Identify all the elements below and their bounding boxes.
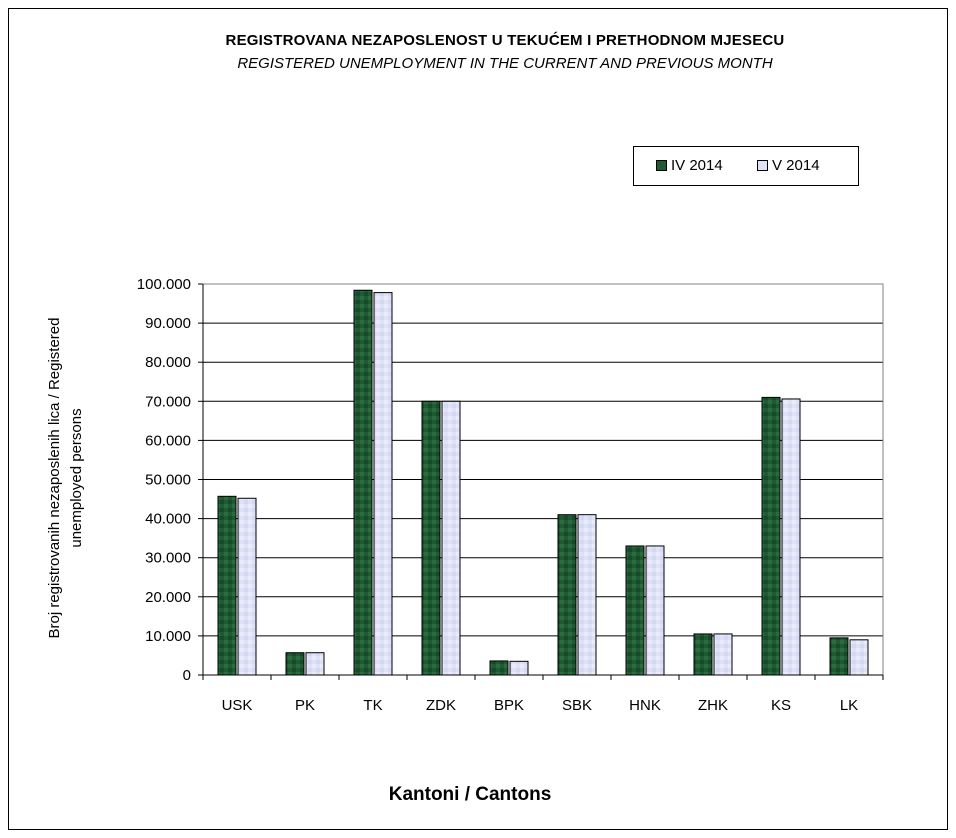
bar-v-2014-zhk (713, 633, 733, 676)
y-tick-label: 50.000 (145, 472, 191, 489)
bar-v-2014-lk (849, 639, 869, 676)
bar-iv-2014-ks (761, 396, 781, 676)
bar-iv-2014-zhk (693, 633, 713, 676)
x-tick-label: SBK (562, 697, 592, 714)
y-tick-label: 100.000 (137, 276, 191, 293)
legend-swatch-v-2014 (757, 160, 768, 171)
x-tick-label: BPK (494, 697, 524, 714)
x-tick-label: ZHK (698, 697, 728, 714)
x-tick-label: TK (363, 697, 382, 714)
bar-iv-2014-sbk (557, 514, 577, 676)
bar-v-2014-sbk (577, 514, 597, 676)
x-tick-label: HNK (629, 697, 661, 714)
bar-v-2014-pk (305, 652, 325, 676)
bar-iv-2014-bpk (489, 660, 509, 676)
x-tick-label: USK (222, 697, 253, 714)
bar-v-2014-zdk (441, 400, 461, 676)
bar-v-2014-bpk (509, 660, 529, 676)
y-tick-label: 30.000 (145, 550, 191, 567)
y-tick-label: 80.000 (145, 354, 191, 371)
legend-item-v-2014: V 2014 (757, 157, 820, 174)
legend-label-v-2014: V 2014 (772, 157, 820, 174)
x-tick-label: LK (840, 697, 858, 714)
bar-iv-2014-zdk (421, 400, 441, 676)
y-tick-label: 0 (183, 667, 191, 684)
y-tick-label: 70.000 (145, 393, 191, 410)
legend-swatch-iv-2014 (656, 160, 667, 171)
y-tick-label: 10.000 (145, 628, 191, 645)
x-tick-label: KS (771, 697, 791, 714)
chart-subtitle: REGISTERED UNEMPLOYMENT IN THE CURRENT A… (237, 55, 773, 72)
legend: IV 2014 V 2014 (633, 146, 859, 186)
x-tick-label: ZDK (426, 697, 456, 714)
x-tick-label: PK (295, 697, 315, 714)
plot-area: 0 10.000 20.000 30.000 40.000 50.000 60.000 70.… (137, 276, 884, 714)
y-tick-label: 90.000 (145, 315, 191, 332)
legend-label-iv-2014: IV 2014 (671, 157, 723, 174)
legend-item-iv-2014: IV 2014 (656, 157, 723, 174)
bar-iv-2014-tk (353, 289, 373, 676)
bar-v-2014-usk (237, 497, 257, 676)
bar-v-2014-ks (781, 398, 801, 676)
bar-iv-2014-pk (285, 652, 305, 676)
bar-iv-2014-usk (217, 495, 237, 676)
y-tick-label: 60.000 (145, 432, 191, 449)
bar-iv-2014-hnk (625, 545, 645, 676)
x-axis-label: Kantoni / Cantons (388, 784, 552, 805)
bar-v-2014-tk (373, 292, 393, 676)
chart-title: REGISTROVANA NEZAPOSLENOST U TEKUĆEM I P… (225, 32, 785, 49)
bar-v-2014-hnk (645, 545, 665, 676)
y-tick-label: 20.000 (145, 589, 191, 606)
bar-iv-2014-lk (829, 637, 849, 676)
y-tick-label: 40.000 (145, 511, 191, 528)
